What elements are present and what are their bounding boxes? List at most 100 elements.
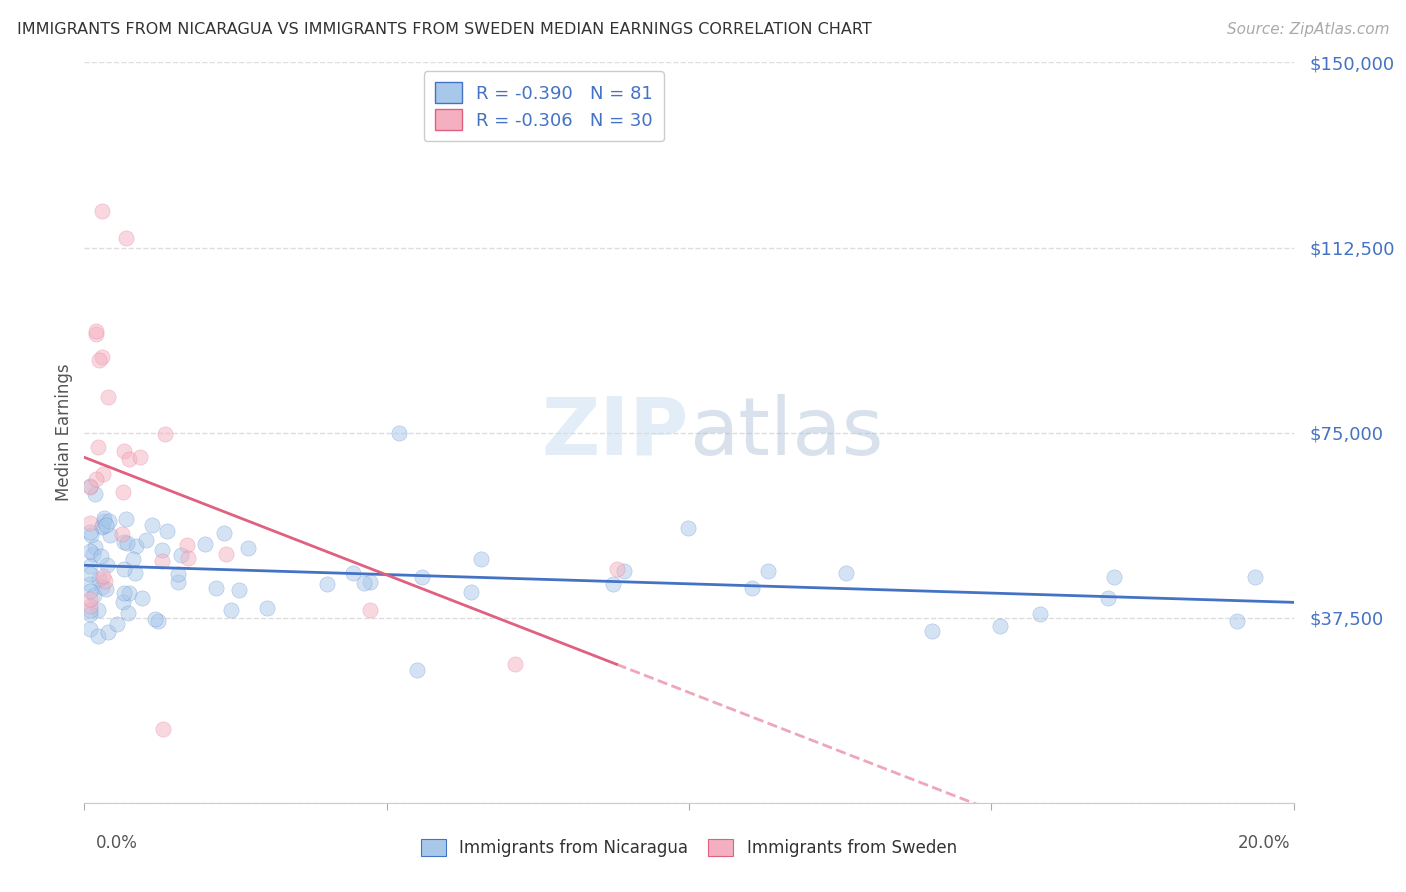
Point (118, 451, 141, 466)
Point (112, 562, 135, 576)
Point (215, 547, 238, 561)
Point (1102, 570, 1125, 584)
Point (170, 548, 193, 562)
Point (156, 524, 179, 538)
Point (91, 569, 114, 583)
Point (153, 427, 176, 442)
Point (212, 526, 235, 541)
Legend: Immigrants from Nicaragua, Immigrants from Sweden: Immigrants from Nicaragua, Immigrants fr… (420, 839, 957, 857)
Point (96, 558, 118, 573)
Point (1226, 614, 1249, 628)
Point (988, 619, 1011, 633)
Point (117, 606, 139, 620)
Point (146, 614, 169, 628)
Point (176, 538, 198, 552)
Point (1097, 591, 1119, 606)
Point (82, 548, 104, 562)
Point (359, 603, 381, 617)
Point (79, 583, 101, 598)
Point (177, 550, 200, 565)
Text: 20.0%: 20.0% (1239, 834, 1291, 852)
Point (129, 450, 152, 464)
Point (606, 562, 628, 576)
Point (204, 582, 226, 596)
Point (125, 539, 148, 553)
Point (135, 533, 157, 547)
Point (150, 554, 173, 568)
Point (89, 353, 111, 368)
Point (80, 527, 103, 541)
Point (115, 512, 138, 526)
Point (86, 326, 108, 341)
Point (87, 572, 110, 586)
Point (83, 541, 105, 555)
Point (79, 576, 101, 591)
Point (112, 484, 135, 499)
Point (388, 425, 411, 440)
Point (97, 390, 120, 404)
Point (411, 570, 433, 584)
Point (79, 524, 101, 539)
Point (79, 479, 101, 493)
Point (342, 566, 364, 580)
Point (505, 657, 527, 671)
Point (1243, 570, 1265, 584)
Point (79, 591, 101, 606)
Point (94, 574, 117, 588)
Point (141, 518, 163, 533)
Point (87, 629, 110, 643)
Point (256, 601, 278, 615)
Point (194, 537, 217, 551)
Point (124, 566, 146, 580)
Point (228, 583, 250, 598)
Point (90, 549, 112, 564)
Point (115, 231, 138, 245)
Point (758, 564, 780, 578)
Point (87, 440, 110, 454)
Point (150, 542, 173, 557)
Point (131, 591, 153, 605)
Point (143, 612, 166, 626)
Point (91, 467, 114, 481)
Point (613, 564, 636, 578)
Text: IMMIGRANTS FROM NICARAGUA VS IMMIGRANTS FROM SWEDEN MEDIAN EARNINGS CORRELATION : IMMIGRANTS FROM NICARAGUA VS IMMIGRANTS … (17, 22, 872, 37)
Point (94, 518, 117, 533)
Point (91, 203, 114, 218)
Point (315, 577, 337, 591)
Point (79, 559, 101, 574)
Point (98, 514, 121, 528)
Point (112, 585, 135, 599)
Point (406, 663, 429, 677)
Text: Source: ZipAtlas.com: Source: ZipAtlas.com (1226, 22, 1389, 37)
Point (111, 595, 134, 609)
Point (79, 607, 101, 621)
Point (79, 567, 101, 582)
Point (167, 566, 190, 581)
Text: ZIP: ZIP (541, 393, 689, 472)
Text: 0.0%: 0.0% (96, 834, 138, 852)
Point (111, 527, 134, 541)
Point (91, 520, 114, 534)
Point (834, 566, 856, 581)
Point (79, 516, 101, 530)
Point (117, 535, 139, 549)
Point (238, 541, 260, 555)
Point (84, 472, 107, 486)
Point (460, 585, 482, 599)
Point (79, 544, 101, 558)
Point (98, 527, 121, 541)
Point (84, 487, 107, 501)
Point (112, 444, 135, 458)
Point (470, 552, 492, 566)
Point (166, 574, 188, 589)
Point (1028, 607, 1050, 621)
Point (79, 603, 101, 617)
Point (97, 624, 120, 639)
Point (921, 624, 943, 638)
Point (105, 616, 128, 631)
Point (359, 575, 381, 590)
Point (219, 602, 242, 616)
Point (152, 722, 174, 736)
Point (353, 576, 375, 591)
Point (90, 580, 112, 594)
